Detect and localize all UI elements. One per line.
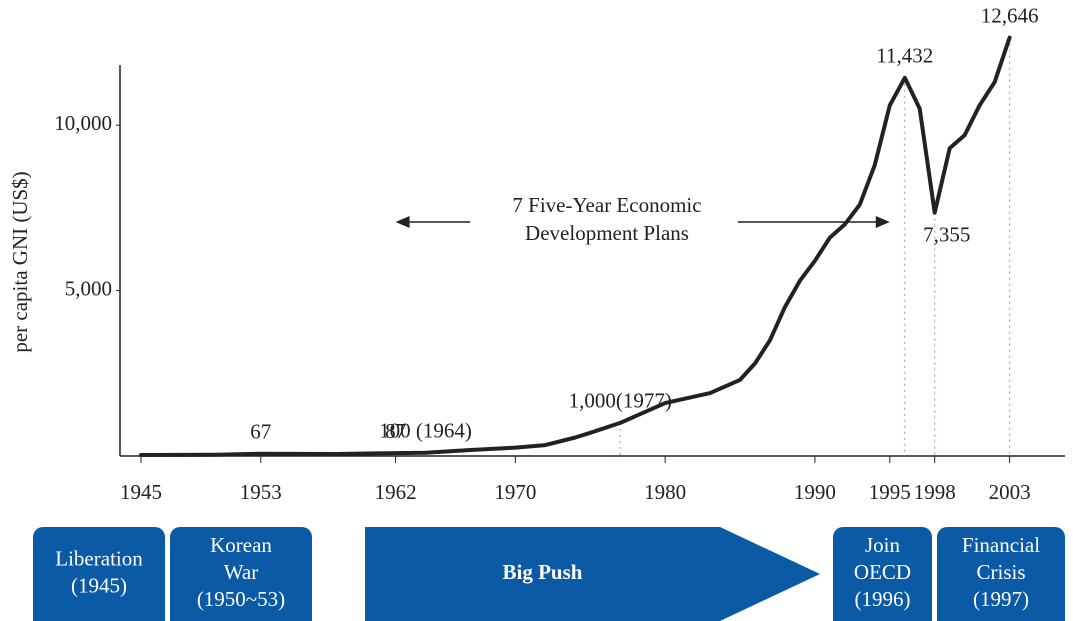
- period-arrow: [365, 527, 820, 621]
- period-box: [833, 527, 932, 621]
- value-label: 11,432: [876, 44, 933, 68]
- value-label: 67: [250, 420, 271, 444]
- annotation-bg: [470, 192, 738, 250]
- period-label: Big Push: [503, 560, 583, 584]
- period-box: [33, 527, 165, 621]
- value-label: 100 (1964): [379, 419, 472, 443]
- y-tick-label: 10,000: [54, 111, 112, 135]
- period-label: War: [224, 560, 258, 584]
- x-tick-label: 1945: [120, 480, 162, 504]
- period-label: (1996): [855, 587, 911, 611]
- annotation-text: 7 Five-Year Economic: [512, 193, 701, 217]
- y-tick-label: 5,000: [65, 276, 112, 300]
- x-tick-label: 1990: [794, 480, 836, 504]
- period-label: Liberation: [55, 546, 143, 570]
- x-tick-label: 1998: [914, 480, 956, 504]
- period-label: (1997): [973, 587, 1029, 611]
- x-tick-label: 1995: [869, 480, 911, 504]
- period-label: (1950~53): [197, 587, 285, 611]
- period-box: [937, 527, 1065, 621]
- x-tick-label: 1980: [644, 480, 686, 504]
- period-label: (1945): [71, 573, 127, 597]
- value-label: 87: [385, 419, 406, 443]
- y-axis-label: per capita GNI (US$): [8, 171, 32, 352]
- period-label: Korean: [210, 533, 272, 557]
- annotation-text: Development Plans: [525, 221, 689, 245]
- period-box: [170, 527, 312, 621]
- x-tick-label: 1962: [375, 480, 417, 504]
- period-label: OECD: [854, 560, 911, 584]
- line-series: [139, 35, 1012, 457]
- value-label: 12,646: [981, 3, 1039, 27]
- x-tick-label: 2003: [989, 480, 1031, 504]
- period-label: Crisis: [976, 560, 1025, 584]
- value-label: 7,355: [923, 222, 970, 246]
- period-label: Join: [865, 533, 901, 557]
- period-label: Financial: [962, 533, 1040, 557]
- x-tick-label: 1953: [240, 480, 282, 504]
- x-tick-label: 1970: [494, 480, 536, 504]
- period-bands: Liberation (1945) Korean War (1950~53) Big Pu…: [33, 527, 1065, 621]
